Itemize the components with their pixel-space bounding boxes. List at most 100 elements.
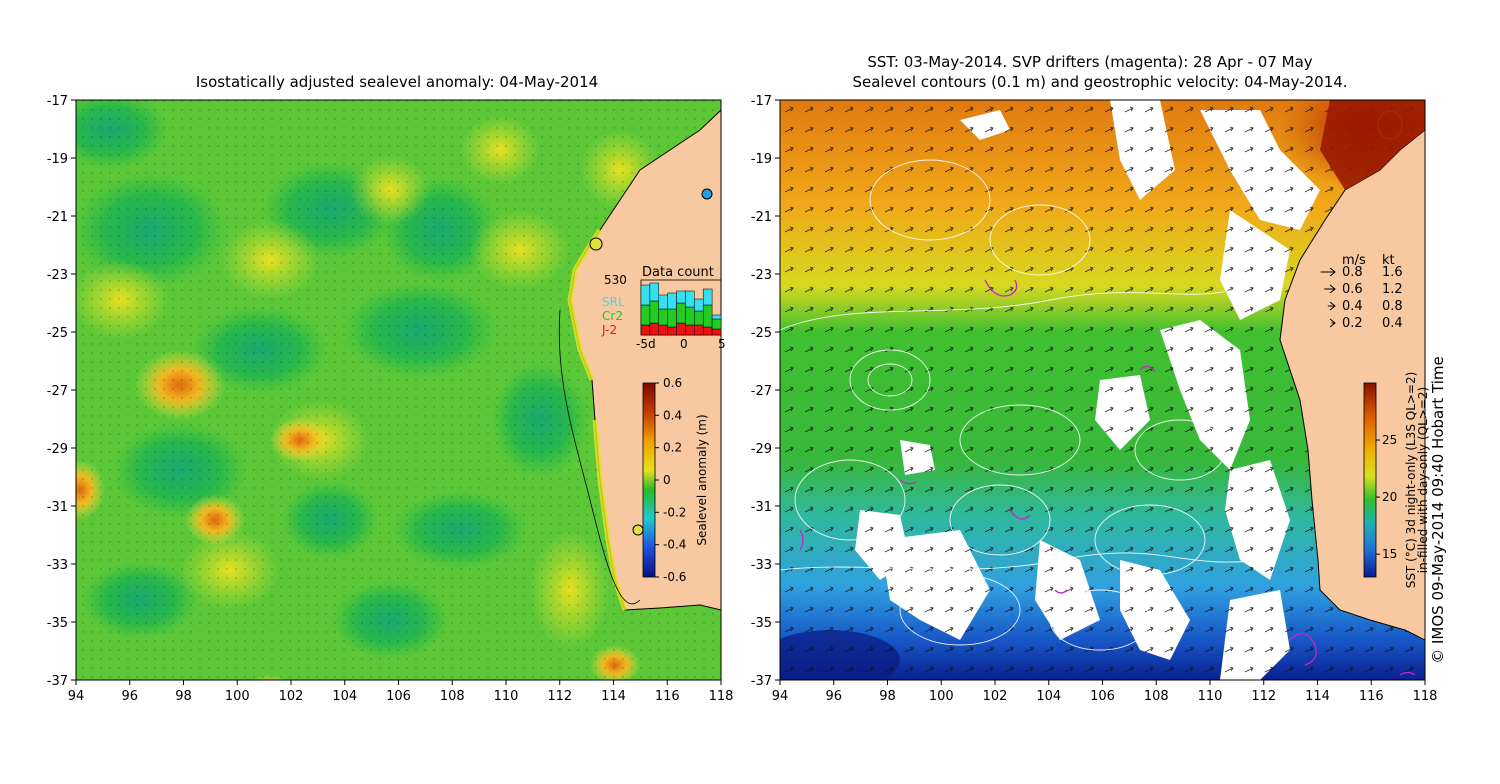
left-lat-axis: -17 -19 -21 -23 -25 -27 -29 -31 -33 -35 -37 [47, 94, 76, 689]
sst-map [780, 100, 1425, 680]
left-lon-axis: 94 96 98 100 102 104 106 108 110 112 114 116 118 [68, 680, 734, 704]
left-lat-tick-label: -19 [47, 152, 68, 167]
right-lon-tick-label: 102 [983, 689, 1008, 704]
data-count-inset: 530 Data count SRL Cr2 J-2 -5d 0 5 [601, 265, 726, 351]
legend-srl: SRL [602, 295, 625, 309]
legend-speed-ms: 0.8 [1342, 265, 1363, 280]
data-count-bar-cr2 [711, 318, 722, 330]
tide-gauge-marker [701, 188, 713, 200]
data-count-title: Data count [642, 265, 714, 280]
colorbar-tick-label: 0.4 [663, 408, 682, 422]
data-count-bar-j2 [711, 328, 722, 336]
velocity-arrow-icon [1329, 318, 1336, 328]
legend-j2: J-2 [601, 323, 617, 337]
data-count-bar-cr2 [640, 304, 651, 326]
velocity-legend: m/s kt 0.8 1.6 0.6 1.2 0.4 0.8 0.2 0.4 [1320, 253, 1403, 331]
sealevel-colorbar-label: Sealevel anomaly (m) [695, 414, 709, 545]
right-lon-tick-label: 110 [1198, 689, 1223, 704]
right-lon-axis: 94 96 98 100 102 104 106 108 110 112 114 116 118 [772, 680, 1438, 704]
left-lat-tick-label: -21 [47, 210, 68, 225]
right-lat-tick-label: -29 [751, 442, 772, 457]
right-lon-tick-label: 112 [1251, 689, 1276, 704]
data-count-bar-j2 [658, 324, 668, 336]
dc-tick-0: -5d [636, 337, 656, 351]
sst-colorbar-tick-label: 15 [1382, 547, 1397, 561]
right-lon-tick-label: 94 [772, 689, 789, 704]
data-count-bar-j2 [676, 322, 686, 336]
data-count-bar-j2 [702, 326, 713, 336]
right-title-line1: SST: 03-May-2014. SVP drifters (magenta)… [867, 53, 1312, 71]
legend-speed-ms: 0.2 [1342, 316, 1363, 331]
sst-colorbar-label-1: SST (°C) 3d night-only (L3S QL>=2) [1404, 372, 1418, 589]
left-lat-tick-label: -23 [47, 268, 68, 283]
left-lat-tick-label: -33 [47, 558, 68, 573]
legend-speed-ms: 0.4 [1342, 299, 1363, 314]
right-lat-tick-label: -25 [751, 326, 772, 341]
legend-speed-kt: 1.2 [1382, 282, 1403, 297]
legend-header-kt: kt [1382, 253, 1395, 268]
right-lon-tick-label: 100 [929, 689, 954, 704]
data-count-bar-srl [685, 290, 695, 308]
data-count-bar-srl [658, 294, 668, 310]
data-count-bar-cr2 [658, 308, 668, 326]
sealevel-colorbar: 0.6 0.4 0.2 0 -0.2 -0.4 -0.6 Sealevel anomaly … [642, 376, 709, 584]
data-count-bar-j2 [694, 324, 704, 336]
data-count-bar-j2 [667, 326, 677, 336]
data-count-bar-srl [702, 288, 713, 306]
left-lon-tick-label: 98 [175, 689, 192, 704]
data-count-bar-srl [676, 290, 686, 304]
right-lat-tick-label: -19 [751, 152, 772, 167]
left-lon-tick-label: 112 [547, 689, 572, 704]
colorbar-tick-label: -0.6 [663, 570, 686, 584]
right-lat-tick-label: -35 [751, 616, 772, 631]
left-lat-tick-label: -31 [47, 500, 68, 515]
right-lon-tick-label: 114 [1305, 689, 1330, 704]
left-lon-tick-label: 100 [225, 689, 250, 704]
velocity-arrow-icon [1324, 284, 1336, 294]
right-lon-tick-label: 104 [1036, 689, 1061, 704]
colorbar-tick-label: -0.4 [663, 538, 686, 552]
left-lon-tick-label: 110 [494, 689, 519, 704]
dc-tick-2: 5 [718, 337, 726, 351]
right-lon-tick-label: 98 [879, 689, 896, 704]
legend-speed-kt: 0.4 [1382, 316, 1403, 331]
imos-credit: © IMOS 09-May-2014 09:40 Hobart Time [1429, 356, 1447, 664]
left-lat-tick-label: -17 [47, 94, 68, 109]
right-lat-tick-label: -33 [751, 558, 772, 573]
right-lat-tick-label: -27 [751, 384, 772, 399]
data-count-bar-srl [667, 292, 677, 310]
right-lon-tick-label: 108 [1144, 689, 1169, 704]
right-lon-tick-label: 116 [1359, 689, 1384, 704]
data-count-bar-cr2 [685, 306, 695, 326]
data-count-bar-cr2 [676, 302, 686, 324]
right-lon-tick-label: 106 [1090, 689, 1115, 704]
legend-speed-ms: 0.6 [1342, 282, 1363, 297]
sst-colorbar-tick-label: 25 [1382, 433, 1397, 447]
left-lat-tick-label: -25 [47, 326, 68, 341]
colorbar-tick-label: -0.2 [663, 505, 686, 519]
left-lon-tick-label: 94 [68, 689, 85, 704]
dc-tick-1: 0 [680, 337, 688, 351]
right-lat-tick-label: -31 [751, 500, 772, 515]
right-lat-tick-label: -17 [751, 94, 772, 109]
tide-gauge-marker [632, 524, 644, 536]
left-lon-tick-label: 118 [709, 689, 734, 704]
left-lat-tick-label: -37 [47, 674, 68, 689]
left-lon-tick-label: 108 [440, 689, 465, 704]
legend-speed-kt: 0.8 [1382, 299, 1403, 314]
sealevel-anomaly-map [76, 100, 721, 680]
legend-header-ms: m/s [1342, 253, 1366, 268]
left-title: Isostatically adjusted sealevel anomaly:… [196, 73, 598, 91]
velocity-arrow-icon [1327, 301, 1336, 311]
legend-cr2: Cr2 [602, 309, 623, 323]
data-count-bar-cr2 [649, 300, 660, 324]
sst-colorbar-tick-label: 20 [1382, 490, 1397, 504]
left-lat-tick-label: -29 [47, 442, 68, 457]
data-count-bar-srl [640, 284, 651, 306]
right-lon-tick-label: 118 [1413, 689, 1438, 704]
sst-colorbar: 25 20 15 SST (°C) 3d night-only (L3S QL>=2… [1363, 372, 1430, 589]
left-lat-tick-label: -35 [47, 616, 68, 631]
right-lat-tick-label: -23 [751, 268, 772, 283]
left-lon-tick-label: 96 [121, 689, 138, 704]
left-lat-tick-label: -27 [47, 384, 68, 399]
